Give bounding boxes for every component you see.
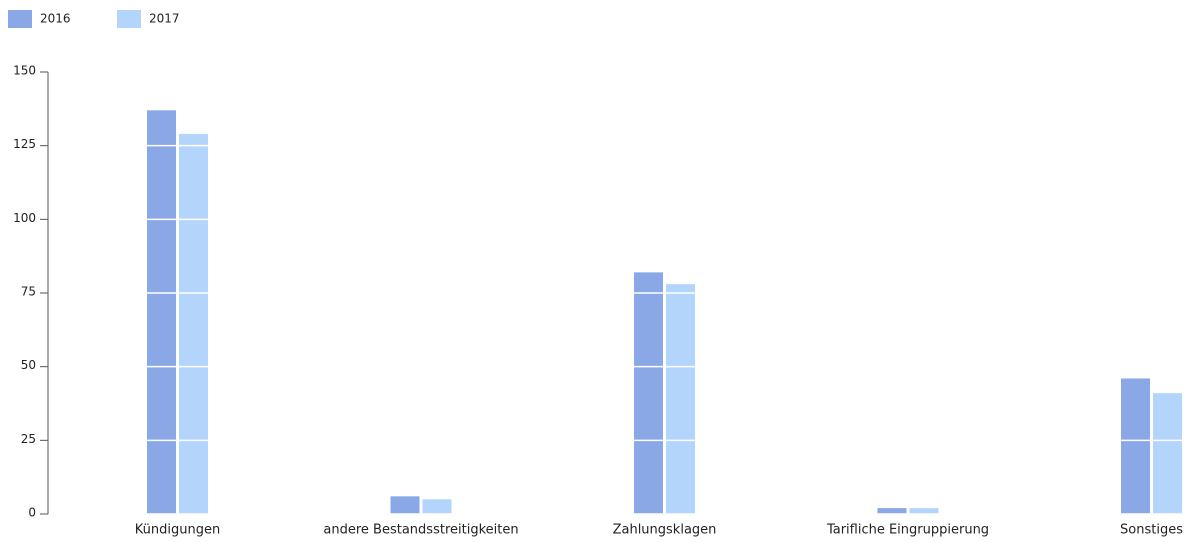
y-tick-label: 75 [21,285,36,299]
bar [1153,393,1182,514]
bar [909,508,939,514]
y-tick-label: 100 [13,211,36,225]
legend-swatch [8,10,32,28]
bar [666,284,695,514]
y-tick-label: 25 [21,432,36,446]
legend-label: 2017 [149,12,180,26]
legend-swatch [117,10,141,28]
y-tick-label: 0 [28,506,36,520]
x-tick-label: Tarifliche Eingruppierung [826,523,989,538]
y-tick-label: 125 [13,137,36,151]
bar [147,110,176,514]
bar [390,496,420,514]
bar [634,272,663,514]
bar [179,133,208,514]
x-tick-label: Sonstiges [1120,523,1183,538]
y-tick-label: 150 [13,64,36,78]
bar [877,508,907,514]
legend-label: 2016 [40,12,71,26]
x-tick-label: Zahlungsklagen [613,523,717,538]
bar [422,499,452,514]
x-tick-label: andere Bestandsstreitigkeiten [323,523,518,538]
x-tick-label: Kündigungen [135,523,220,538]
bar [1121,378,1150,514]
y-tick-label: 50 [21,358,36,372]
